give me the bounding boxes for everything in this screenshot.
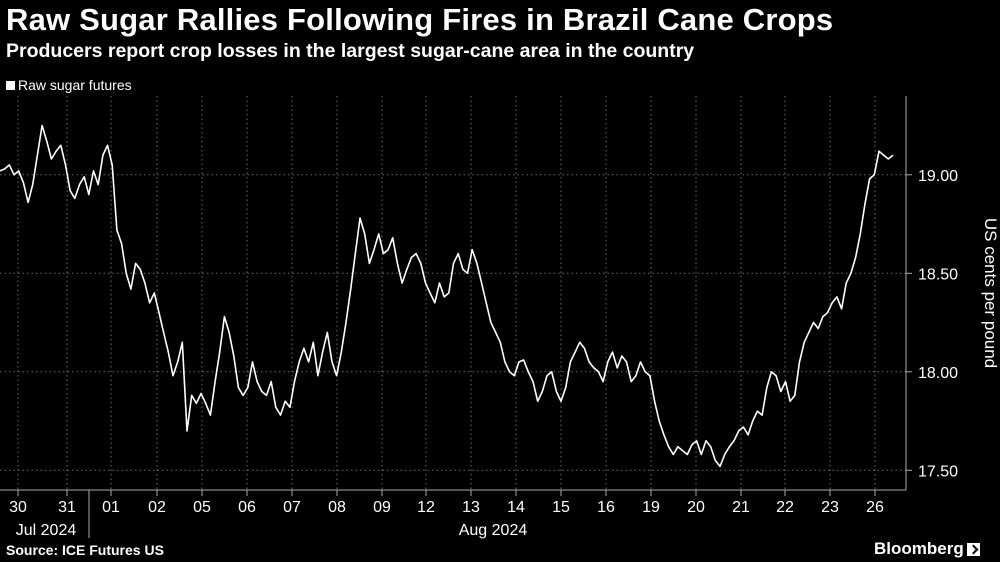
month-label: Jul 2024 (16, 522, 77, 539)
chart-title: Raw Sugar Rallies Following Fires in Bra… (6, 2, 834, 37)
x-tick-label: 09 (373, 499, 391, 516)
x-tick-label: 19 (642, 499, 660, 516)
y-axis-label: US cents per pound (981, 218, 1000, 368)
x-tick-label: 13 (462, 499, 480, 516)
gridlines (0, 96, 906, 490)
x-tick-label: 15 (552, 499, 570, 516)
x-tick-label: 08 (328, 499, 346, 516)
source-note: Source: ICE Futures US (6, 542, 164, 558)
chart-subtitle: Producers report crop losses in the larg… (6, 40, 695, 62)
x-tick-label: 01 (102, 499, 120, 516)
x-tick-label: 30 (9, 499, 27, 516)
y-tick-label: 18.50 (918, 266, 958, 283)
x-tick-label: 14 (507, 499, 525, 516)
bloomberg-mark-icon (966, 542, 980, 556)
bloomberg-logo: Bloomberg (874, 539, 980, 559)
x-tick-label: 16 (597, 499, 615, 516)
legend-label: Raw sugar futures (18, 77, 132, 93)
y-tick-label: 18.00 (918, 365, 958, 382)
x-tick-label: 21 (732, 499, 750, 516)
x-tick-label: 22 (776, 499, 794, 516)
x-tick-label: 20 (687, 499, 705, 516)
x-tick-label: 26 (866, 499, 884, 516)
y-tick-label: 17.50 (918, 463, 958, 480)
brand-label: Bloomberg (874, 539, 964, 558)
x-tick-label: 23 (821, 499, 839, 516)
month-label: Aug 2024 (459, 522, 528, 539)
legend-swatch (6, 80, 15, 90)
x-tick-label: 02 (148, 499, 166, 516)
chart-legend: Raw sugar futures (6, 77, 132, 93)
x-tick-label: 05 (193, 499, 211, 516)
y-tick-label: 19.00 (918, 168, 958, 185)
x-tick-label: 06 (238, 499, 256, 516)
x-tick-label: 12 (417, 499, 435, 516)
series-line-raw-sugar-futures (0, 124, 894, 468)
series-layer (0, 124, 894, 468)
tick-labels: 17.50 18.00 18.50 19.00 US cents per pound 30… (9, 168, 1000, 539)
axes (0, 96, 912, 538)
x-tick-label: 31 (58, 499, 76, 516)
x-tick-label: 07 (283, 499, 301, 516)
